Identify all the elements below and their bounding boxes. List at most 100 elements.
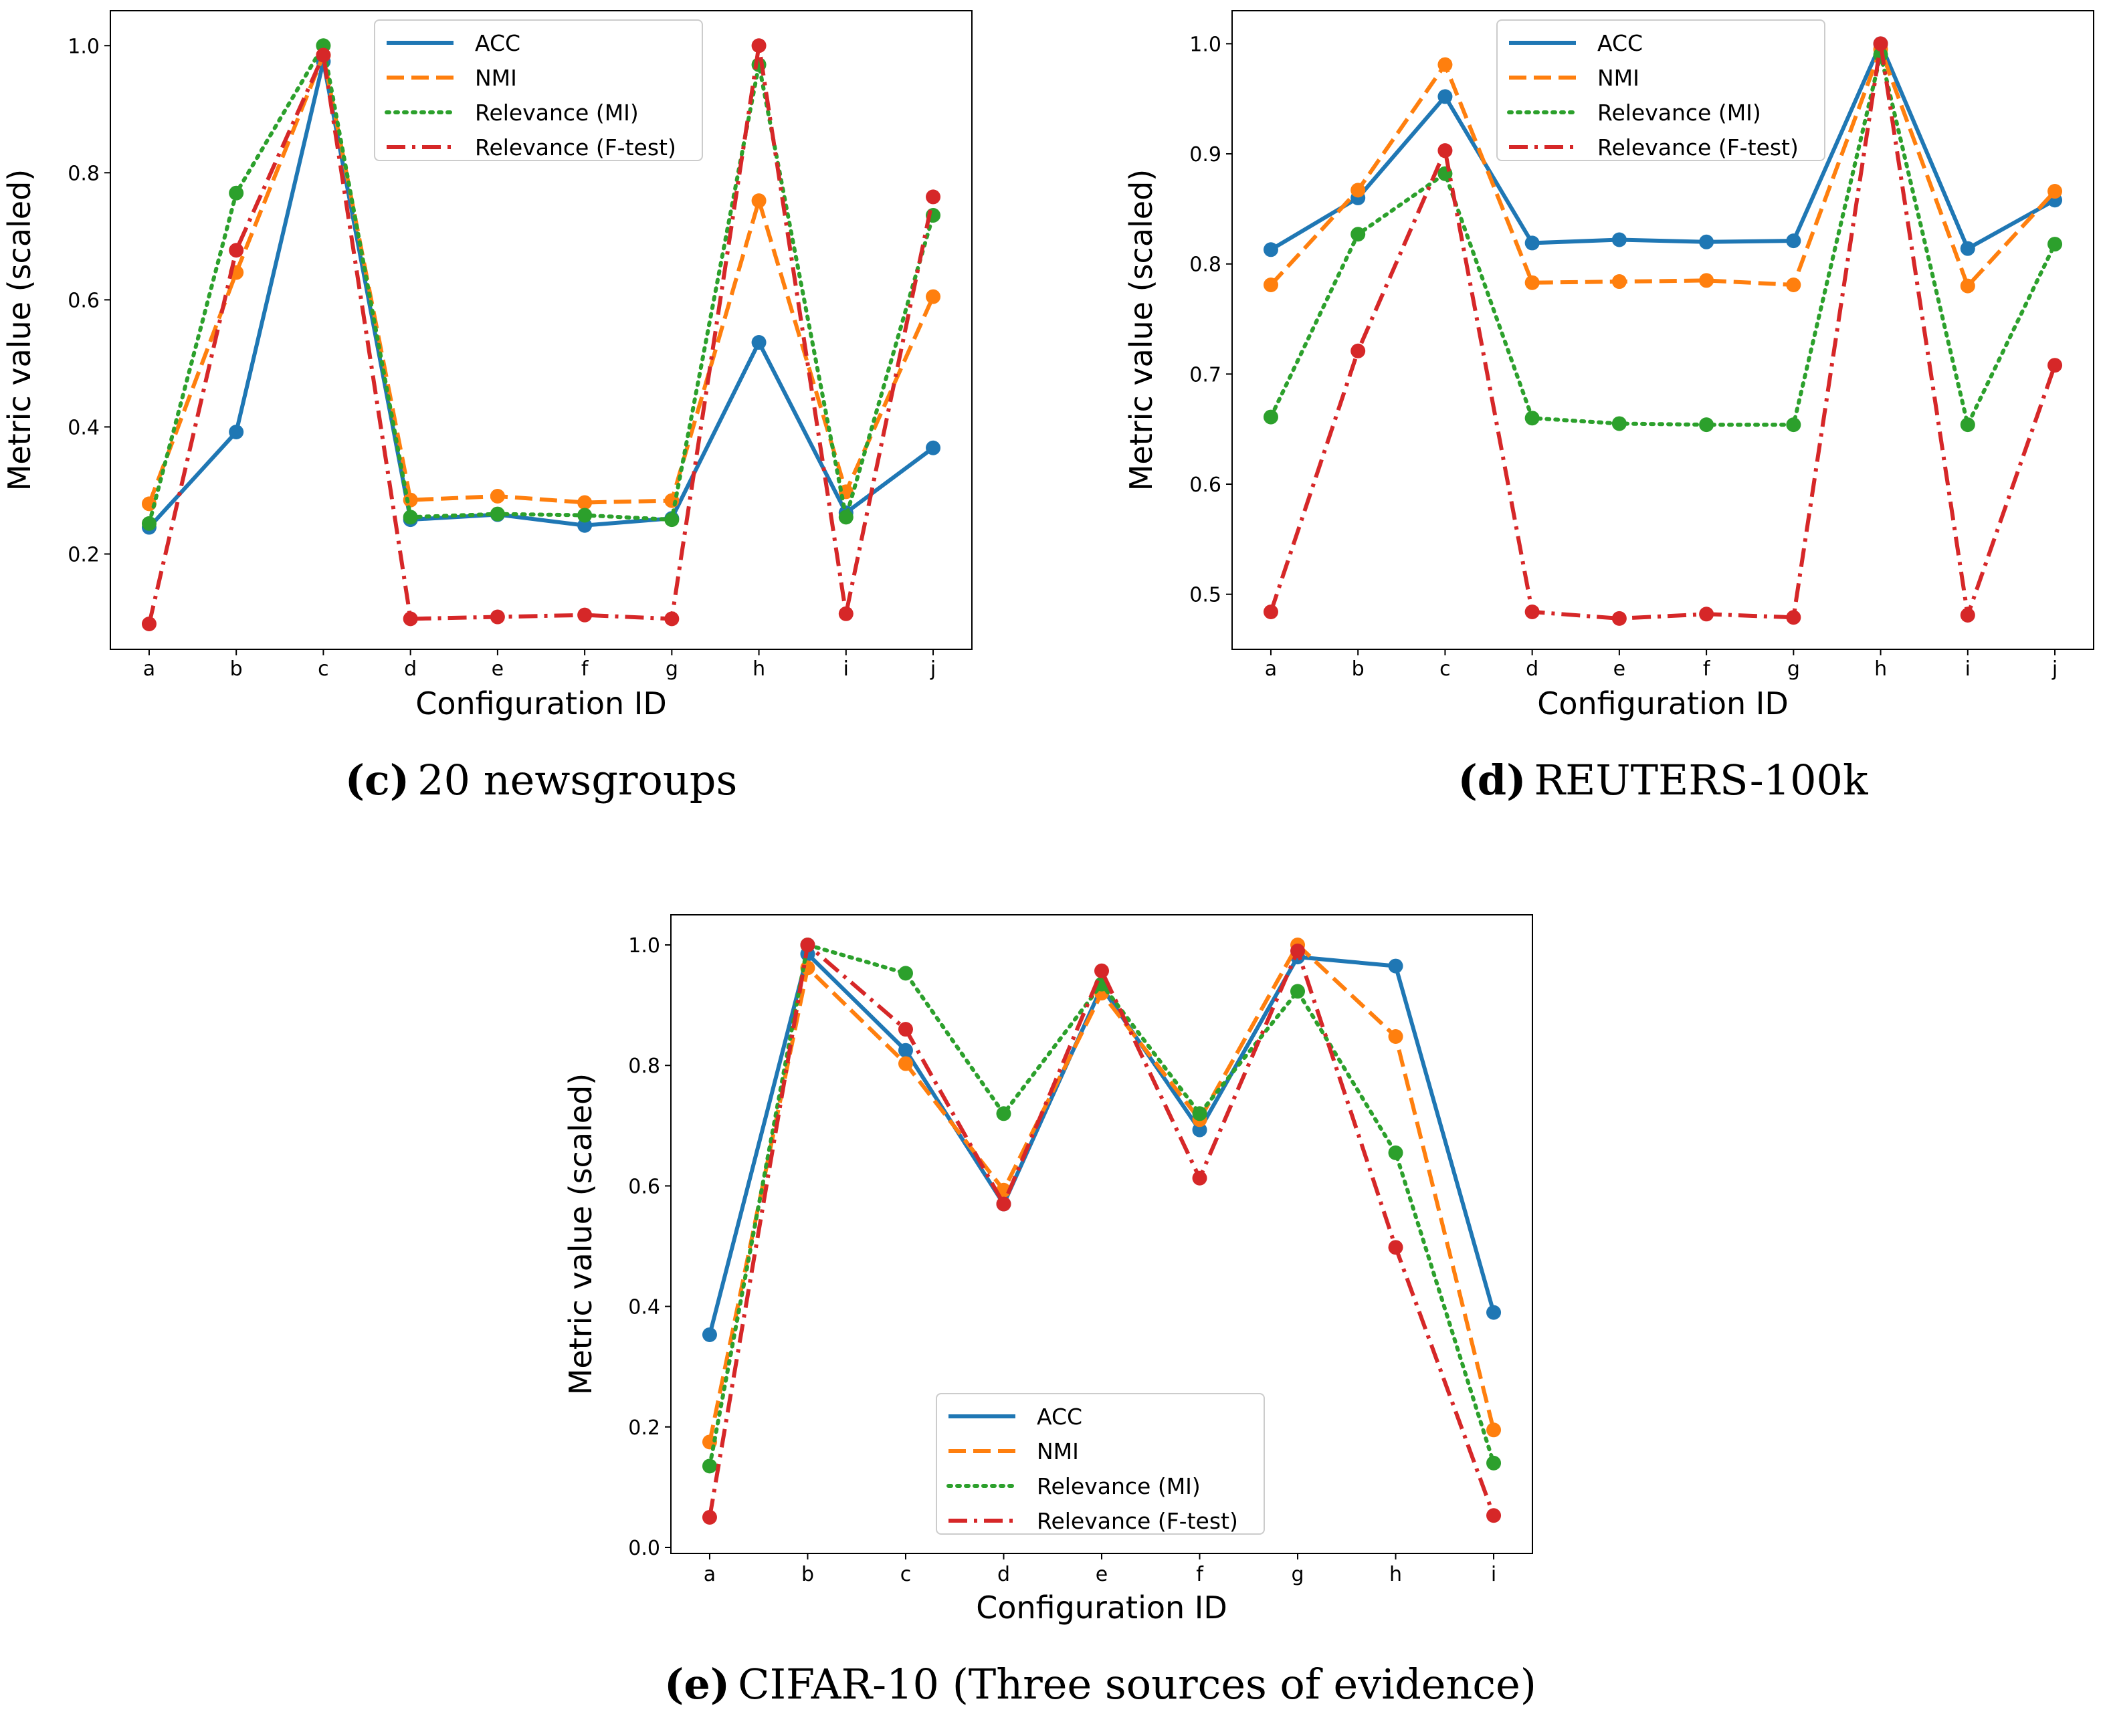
data-point — [1786, 417, 1801, 433]
data-point — [141, 516, 157, 531]
data-point — [1263, 277, 1278, 292]
data-point — [1486, 1455, 1502, 1471]
x-tick-label: g — [666, 657, 678, 681]
x-tick-label: e — [1096, 1563, 1108, 1586]
data-point — [1388, 1028, 1403, 1044]
data-point — [926, 189, 941, 205]
data-point — [664, 611, 680, 627]
y-tick-label: 1.0 — [628, 934, 660, 958]
data-point — [403, 492, 418, 508]
data-point — [1192, 1170, 1207, 1186]
y-tick-label: 0.9 — [1189, 143, 1221, 167]
series-line — [147, 39, 935, 526]
data-point — [1699, 234, 1714, 249]
legend: ACC NMI Relevance (MI) Relevance (F-test) — [1496, 19, 1825, 161]
data-point — [1611, 274, 1627, 290]
data-point — [898, 966, 913, 981]
series-line — [708, 941, 1496, 1518]
y-tick-label: 0.6 — [1189, 473, 1221, 497]
x-axis-title: Configuration ID — [976, 1590, 1227, 1626]
series-line — [147, 45, 935, 625]
data-point — [1524, 275, 1540, 290]
data-point — [1960, 417, 1975, 433]
x-tick-label: e — [492, 657, 504, 681]
data-point — [1486, 1422, 1502, 1438]
y-tick-label: 0.8 — [1189, 253, 1221, 277]
x-axis-title: Configuration ID — [415, 685, 667, 722]
chart-caption: (d) REUTERS-100k — [1458, 756, 1868, 804]
data-point — [1873, 36, 1888, 51]
legend-label: Relevance (MI) — [1597, 100, 1761, 126]
data-point — [1524, 605, 1540, 620]
data-point — [577, 495, 593, 510]
data-point — [926, 440, 941, 455]
data-point — [490, 609, 505, 625]
data-point — [1437, 89, 1453, 104]
x-tick-label: i — [1965, 657, 1971, 681]
legend: ACC NMI Relevance (MI) Relevance (F-test) — [374, 19, 703, 161]
data-point — [996, 1196, 1011, 1212]
legend-label: ACC — [1037, 1404, 1082, 1430]
y-tick-label: 0.0 — [628, 1537, 660, 1560]
series-line — [147, 47, 935, 505]
legend-label: NMI — [1597, 65, 1639, 91]
data-point — [229, 425, 244, 440]
legend-label: ACC — [475, 30, 520, 56]
series-line — [708, 942, 1496, 1469]
x-tick-label: a — [143, 657, 155, 681]
data-point — [702, 1509, 717, 1525]
legend-label: ACC — [1597, 30, 1643, 56]
data-point — [1611, 232, 1627, 247]
data-point — [1486, 1508, 1502, 1523]
data-point — [1786, 233, 1801, 249]
series-line — [1269, 43, 2057, 621]
x-tick-label: d — [404, 657, 417, 681]
x-tick-label: b — [801, 1563, 814, 1586]
x-tick-label: j — [930, 657, 936, 681]
data-point — [838, 606, 854, 621]
data-point — [490, 506, 505, 522]
data-point — [702, 1327, 717, 1342]
data-point — [1699, 273, 1714, 288]
data-point — [664, 512, 680, 528]
series-line — [147, 61, 934, 529]
legend-box — [1496, 19, 1825, 161]
caption-text: CIFAR-10 (Three sources of evidence) — [738, 1660, 1536, 1709]
data-point — [1786, 610, 1801, 625]
legend-label: NMI — [1037, 1438, 1079, 1464]
legend-label: Relevance (F-test) — [475, 134, 676, 160]
data-point — [1350, 343, 1366, 358]
x-tick-label: h — [753, 657, 765, 681]
data-point — [702, 1458, 717, 1474]
x-tick-label: a — [1265, 657, 1277, 681]
y-tick-label: 0.5 — [1189, 584, 1221, 607]
data-point — [1263, 605, 1278, 620]
data-point — [1290, 984, 1306, 999]
data-point — [1611, 611, 1627, 626]
legend-label: Relevance (F-test) — [1597, 134, 1799, 160]
data-point — [1960, 607, 1975, 623]
y-tick-label: 0.4 — [68, 416, 100, 439]
data-point — [1699, 607, 1714, 622]
legend-box — [374, 19, 703, 161]
data-point — [1192, 1122, 1207, 1137]
x-tick-label: b — [1352, 657, 1365, 681]
chart-d: 0.5 0.6 0.7 0.8 0.9 1.0 a b c d e f g h i j Configuratio… — [1123, 10, 2094, 804]
caption-text: REUTERS-100k — [1534, 756, 1868, 804]
y-tick-label: 0.2 — [628, 1416, 660, 1440]
data-point — [1388, 1240, 1403, 1255]
legend-box — [936, 1393, 1265, 1535]
x-tick-label: j — [2051, 657, 2058, 681]
plot-frame — [1231, 10, 2094, 650]
y-axis-title: Metric value (scaled) — [1, 169, 37, 492]
data-point — [229, 185, 244, 201]
x-tick-label: d — [997, 1563, 1010, 1586]
plot-frame — [110, 10, 973, 650]
data-point — [926, 289, 941, 304]
y-tick-label: 0.8 — [68, 162, 100, 185]
data-point — [1486, 1305, 1502, 1320]
x-tick-label: h — [1874, 657, 1887, 681]
data-point — [1960, 278, 1975, 294]
caption-letter: (d) — [1458, 756, 1526, 804]
